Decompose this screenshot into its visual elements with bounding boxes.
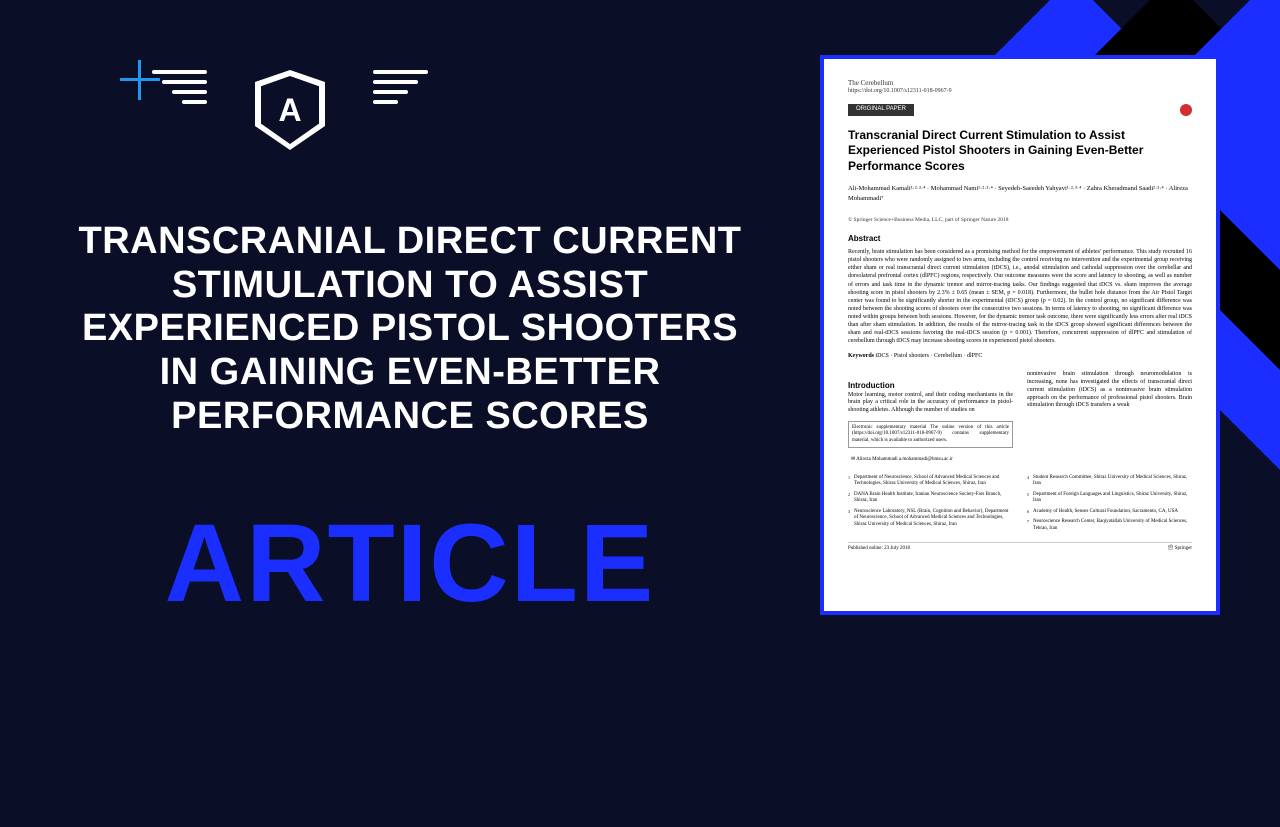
- affiliation-item: 6Academy of Health, Senses Cultural Foun…: [1027, 509, 1192, 516]
- keywords-label: Keywords: [848, 353, 874, 359]
- wing-left-icon: [152, 70, 212, 120]
- paper-copyright: © Springer Science+Business Media, LLC, …: [848, 217, 1192, 224]
- intro-heading: Introduction: [848, 381, 1013, 391]
- intro-columns: Introduction Motor learning, motor contr…: [848, 371, 1192, 467]
- affiliation-item: 2DANA Brain Health Institute, Iranian Ne…: [848, 492, 1013, 505]
- shield-icon: ★ A: [255, 70, 325, 150]
- publisher-mark: 🖄 Springer: [1168, 546, 1192, 553]
- corresponding-author: ✉ Alireza Mohammadi a.mohammadi@bmsu.ac.…: [848, 454, 1013, 467]
- affiliation-item: 7Neuroscience Research Center, Baqiyatal…: [1027, 519, 1192, 532]
- supplementary-box: Electronic supplementary material The on…: [848, 421, 1013, 449]
- headline-text: TRANSCRANIAL DIRECT CURRENT STIMULATION …: [70, 220, 750, 438]
- affiliation-item: 4Student Research Committee, Shiraz Univ…: [1027, 475, 1192, 488]
- article-label: ARTICLE: [70, 500, 750, 627]
- paper-footer: Published online: 23 July 2018 🖄 Springe…: [848, 542, 1192, 553]
- paper-thumbnail: The Cerebellum https://doi.org/10.1007/s…: [820, 55, 1220, 615]
- crossmark-icon: [1180, 104, 1192, 116]
- affiliation-item: 5Department of Foreign Languages and Lin…: [1027, 492, 1192, 505]
- paper-tag: ORIGINAL PAPER: [848, 104, 914, 116]
- brand-logo: ★ A: [200, 50, 380, 170]
- paper-title: Transcranial Direct Current Stimulation …: [848, 128, 1192, 175]
- wing-right-icon: [368, 70, 428, 120]
- paper-authors: Ali-Mohammad Kamali¹·²·³·⁴ · Mohammad Na…: [848, 184, 1192, 202]
- affiliations-list: 1Department of Neuroscience, School of A…: [848, 475, 1192, 535]
- keywords-text: tDCS · Pistol shooters · Cerebellum · dl…: [876, 353, 983, 359]
- intro-left-text: Motor learning, motor control, and their…: [848, 392, 1013, 415]
- abstract-heading: Abstract: [848, 234, 1192, 244]
- paper-keywords: Keywords tDCS · Pistol shooters · Cerebe…: [848, 353, 1192, 361]
- affiliation-item: 1Department of Neuroscience, School of A…: [848, 475, 1013, 488]
- intro-left-col: Introduction Motor learning, motor contr…: [848, 371, 1013, 467]
- paper-journal: The Cerebellum: [848, 79, 1192, 88]
- abstract-text: Recently, brain stimulation has been con…: [848, 248, 1192, 345]
- paper-doi: https://doi.org/10.1007/s12311-018-0967-…: [848, 88, 1192, 96]
- intro-right-col: noninvasive brain stimulation through ne…: [1027, 371, 1192, 467]
- affiliation-item: 3Neuroscience Laboratory, NSL (Brain, Co…: [848, 509, 1013, 529]
- published-date: Published online: 23 July 2018: [848, 546, 910, 553]
- star-icon: ★: [284, 55, 297, 72]
- shield-letter: A: [261, 76, 319, 144]
